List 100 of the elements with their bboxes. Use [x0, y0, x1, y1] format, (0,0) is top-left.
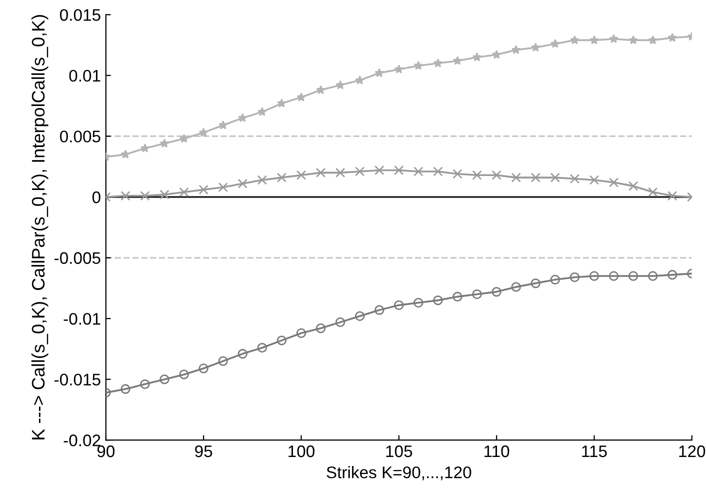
x-axis-title: Strikes K=90,...,120: [326, 466, 472, 480]
point: [667, 270, 678, 280]
point: [198, 364, 208, 374]
x-tick-label: 110: [484, 445, 510, 458]
point: [648, 271, 658, 281]
point: [570, 174, 580, 184]
point: [433, 295, 443, 306]
point: [198, 184, 208, 195]
point: [452, 169, 462, 179]
point: [472, 170, 482, 180]
y-tick-label: 0.01: [69, 70, 100, 82]
point: [374, 68, 384, 78]
point: [414, 60, 424, 70]
y-tick-label: -0.01: [64, 312, 100, 325]
x-tick-label: 120: [679, 445, 706, 458]
point: [492, 50, 502, 59]
point: [140, 190, 150, 201]
point: [374, 165, 384, 176]
point: [472, 289, 482, 300]
point: [589, 175, 600, 185]
point: [608, 178, 619, 188]
x-tick-label: 90: [97, 445, 115, 458]
point: [668, 32, 678, 42]
point: [120, 150, 130, 159]
point: [589, 271, 600, 281]
point: [530, 278, 540, 288]
point: [354, 166, 365, 176]
point: [296, 92, 306, 102]
point: [452, 56, 462, 65]
point: [355, 75, 364, 84]
point: [296, 328, 306, 338]
point: [335, 317, 346, 328]
point: [511, 282, 521, 292]
point: [257, 342, 268, 353]
point: [258, 107, 267, 116]
point: [160, 138, 170, 148]
point: [433, 58, 443, 68]
y-tick-label: -0.02: [64, 434, 100, 446]
point: [608, 271, 619, 281]
point: [354, 311, 365, 321]
point: [198, 128, 208, 137]
y-tick-label: 0: [92, 191, 100, 204]
point: [257, 175, 268, 185]
point: [648, 35, 658, 44]
point: [179, 187, 189, 197]
point: [550, 274, 560, 285]
point: [492, 286, 502, 297]
y-tick-label: -0.015: [54, 374, 100, 386]
x-tick-label: 105: [386, 445, 412, 458]
point: [530, 172, 540, 182]
y-tick-label: 0.005: [60, 130, 100, 142]
point: [570, 272, 580, 282]
point: [433, 166, 443, 176]
point: [140, 144, 150, 152]
point: [394, 300, 404, 310]
point: [414, 298, 424, 308]
point: [550, 38, 560, 48]
point: [394, 64, 404, 74]
point: [628, 181, 638, 191]
point: [336, 80, 345, 90]
point: [316, 168, 326, 178]
point: [609, 34, 618, 44]
y-tick-label: -0.005: [54, 252, 100, 264]
point: [316, 85, 326, 94]
point: [277, 98, 286, 108]
x-tick-label: 100: [288, 445, 314, 458]
y-tick-label: 0.015: [60, 9, 100, 21]
y-axis-title: K ---> Call(s_0,K), CallPar(s_0,K), InterpolCall(s_0,K): [31, 15, 48, 440]
point: [140, 379, 150, 390]
point: [238, 113, 248, 122]
point: [120, 384, 130, 394]
point: [296, 170, 306, 180]
point: [628, 271, 638, 281]
point: [276, 172, 287, 182]
point: [276, 336, 287, 346]
point: [335, 168, 346, 178]
point: [374, 305, 384, 315]
point: [590, 35, 599, 44]
point: [218, 356, 228, 366]
point: [160, 190, 170, 200]
point: [179, 370, 189, 380]
point: [414, 166, 424, 176]
point: [511, 45, 521, 54]
point: [550, 172, 560, 182]
point: [316, 323, 326, 334]
point: [218, 120, 228, 130]
point: [511, 172, 521, 182]
point: [452, 292, 462, 302]
point: [648, 187, 658, 197]
point: [628, 35, 638, 44]
point: [160, 374, 170, 384]
point: [667, 190, 678, 201]
point: [238, 348, 248, 359]
point: [492, 170, 502, 180]
x-tick-label: 115: [582, 446, 607, 458]
point: [570, 35, 580, 44]
point: [120, 190, 130, 201]
point: [530, 42, 540, 52]
point: [238, 178, 248, 188]
point: [394, 165, 404, 176]
